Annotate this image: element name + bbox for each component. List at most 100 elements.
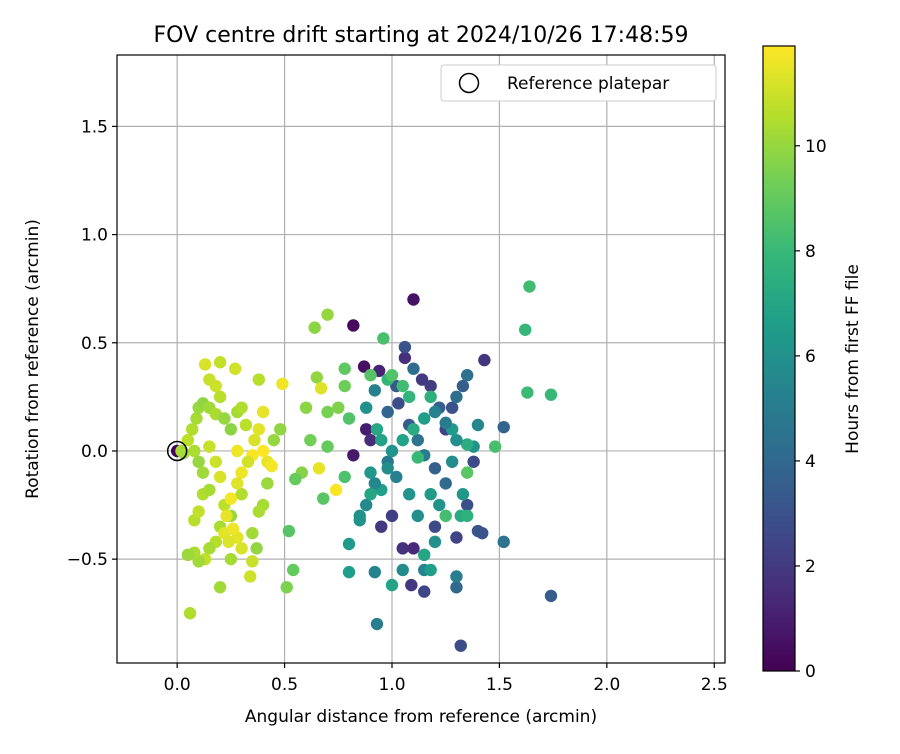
data-point [418, 548, 431, 562]
data-point [235, 401, 248, 414]
data-point [398, 351, 412, 365]
colorbar-tick-label: 0 [805, 662, 816, 682]
data-point [521, 386, 534, 399]
data-point [304, 433, 317, 447]
data-point [222, 535, 235, 549]
data-point [347, 319, 360, 332]
data-point [231, 477, 244, 490]
y-tick-label: 1.5 [81, 117, 108, 137]
chart-title: FOV centre drift starting at 2024/10/26 … [154, 23, 689, 48]
data-point [407, 293, 420, 306]
data-point [213, 356, 227, 369]
data-point [385, 509, 399, 523]
data-point [250, 542, 263, 555]
data-point [398, 340, 412, 354]
data-point [244, 570, 257, 583]
data-point [450, 390, 463, 404]
data-point [280, 581, 293, 594]
data-point [252, 505, 265, 518]
data-point [396, 433, 409, 447]
data-point [381, 405, 394, 419]
data-point [252, 423, 265, 436]
colorbar-tick-label: 10 [805, 137, 827, 157]
data-point [332, 401, 345, 414]
data-point [299, 401, 313, 414]
plot-frame [116, 54, 726, 664]
data-point [433, 498, 446, 512]
data-point [460, 438, 474, 451]
data-point [224, 492, 238, 505]
data-point [192, 455, 205, 468]
data-point [213, 470, 227, 484]
x-tick-label: 0.5 [271, 675, 298, 695]
data-point [424, 488, 437, 501]
data-point [415, 373, 429, 386]
data-point [185, 423, 199, 436]
data-point [476, 526, 489, 540]
data-point [445, 455, 459, 468]
data-point [276, 377, 289, 391]
data-point [418, 412, 431, 425]
data-point [396, 563, 409, 577]
data-point [213, 581, 227, 594]
data-point [439, 416, 452, 430]
data-point [478, 353, 491, 367]
data-point [518, 323, 532, 336]
data-point [428, 535, 442, 549]
data-point [220, 509, 233, 523]
y-axis-label: Rotation from reference (arcmin) [23, 219, 43, 499]
colorbar-gradient [762, 45, 796, 672]
data-point [286, 563, 300, 577]
data-point [308, 321, 321, 334]
colorbar-tick-label: 2 [805, 557, 816, 577]
data-point [360, 423, 373, 436]
x-tick-label: 2.5 [701, 675, 728, 695]
data-point [471, 418, 485, 432]
data-point [181, 548, 195, 562]
data-point [544, 589, 558, 603]
data-point [381, 462, 394, 475]
data-point [428, 462, 442, 475]
y-tick-label: 0.0 [81, 442, 108, 462]
data-point [411, 451, 424, 464]
data-point [460, 466, 474, 479]
data-point [411, 433, 424, 447]
data-point [235, 466, 248, 479]
grid-lines [117, 55, 725, 663]
data-point [428, 520, 442, 533]
data-point [460, 498, 474, 512]
colorbar: 0 2 4 6 8 10 Hours from first FF file [762, 45, 863, 682]
data-point [360, 498, 373, 512]
data-point [450, 570, 463, 583]
data-point [235, 542, 248, 555]
data-point [196, 466, 210, 479]
data-point [213, 390, 227, 404]
data-point [338, 470, 351, 484]
data-point [407, 542, 420, 555]
data-point [312, 462, 326, 475]
data-point [390, 470, 403, 484]
legend-marker-reference-platepar [458, 72, 480, 94]
data-point [241, 455, 255, 468]
data-point [265, 459, 278, 473]
data-point [342, 537, 356, 551]
data-point [396, 542, 409, 555]
data-point [428, 405, 442, 419]
colorbar-tick-label: 8 [805, 242, 816, 262]
data-point [396, 379, 409, 393]
data-point [310, 371, 324, 384]
data-point [424, 563, 437, 577]
data-point [460, 369, 474, 382]
data-point [377, 332, 390, 345]
data-point [246, 555, 259, 568]
data-point [209, 379, 223, 393]
legend: Reference platepar [440, 64, 717, 102]
data-point [338, 362, 351, 375]
data-point [424, 379, 437, 393]
data-point [424, 390, 437, 404]
data-point [321, 440, 334, 453]
data-point [252, 373, 265, 386]
data-point [385, 578, 399, 592]
data-point [256, 405, 270, 419]
